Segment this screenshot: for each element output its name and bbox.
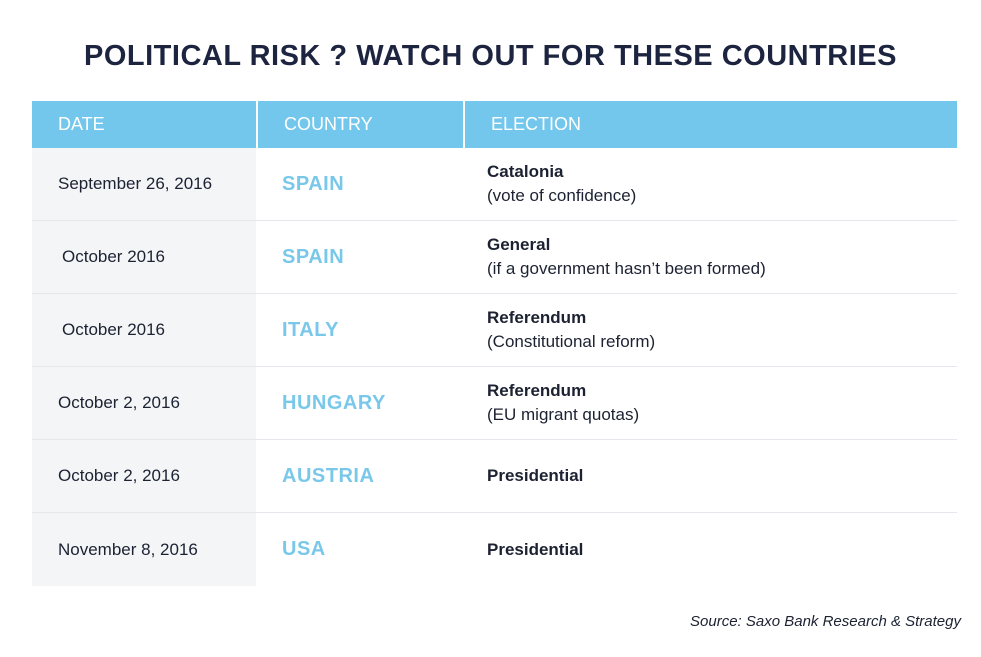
country-cell: USA bbox=[282, 538, 326, 560]
country-cell: HUNGARY bbox=[282, 391, 386, 414]
source-note: Source: Saxo Bank Research & Strategy bbox=[690, 613, 961, 630]
election-type: Referendum bbox=[487, 308, 587, 327]
table-header: DATE COUNTRY ELECTION bbox=[32, 101, 957, 148]
election-type: Referendum bbox=[487, 381, 587, 400]
election-detail: (Constitutional reform) bbox=[487, 332, 656, 351]
election-cell: General (if a government hasn’t been for… bbox=[463, 221, 957, 293]
table-row: October 2, 2016 AUSTRIA Presidential bbox=[32, 440, 957, 513]
table-row: September 26, 2016 SPAIN Catalonia (vote… bbox=[32, 148, 957, 221]
page-title: POLITICAL RISK ? WATCH OUT FOR THESE COU… bbox=[84, 40, 897, 72]
date-cell: October 2, 2016 bbox=[32, 367, 256, 439]
country-cell: AUSTRIA bbox=[282, 464, 375, 487]
election-cell: Presidential bbox=[463, 440, 957, 512]
election-type: Presidential bbox=[487, 466, 584, 485]
country-cell: ITALY bbox=[282, 318, 339, 341]
election-type: Presidential bbox=[487, 539, 584, 559]
election-cell: Catalonia (vote of confidence) bbox=[463, 148, 957, 220]
election-cell: Referendum (EU migrant quotas) bbox=[463, 367, 957, 439]
table-row: October 2016 SPAIN General (if a governm… bbox=[32, 221, 957, 294]
date-cell: September 26, 2016 bbox=[32, 148, 256, 220]
country-cell: SPAIN bbox=[282, 245, 345, 268]
elections-table: DATE COUNTRY ELECTION September 26, 2016… bbox=[32, 101, 957, 586]
table-row: November 8, 2016 USA Presidential bbox=[32, 513, 957, 586]
table-row: October 2, 2016 HUNGARY Referendum (EU m… bbox=[32, 367, 957, 440]
header-election: ELECTION bbox=[463, 101, 957, 148]
election-detail: (if a government hasn’t been formed) bbox=[487, 259, 766, 278]
election-type: Catalonia bbox=[487, 162, 564, 181]
header-date: DATE bbox=[58, 114, 105, 134]
country-cell: SPAIN bbox=[282, 172, 345, 195]
table-row: October 2016 ITALY Referendum (Constitut… bbox=[32, 294, 957, 367]
date-cell: October 2, 2016 bbox=[32, 440, 256, 512]
header-country: COUNTRY bbox=[256, 101, 463, 148]
election-detail: (vote of confidence) bbox=[487, 186, 637, 205]
date-cell: November 8, 2016 bbox=[32, 513, 256, 586]
election-detail: (EU migrant quotas) bbox=[487, 405, 640, 424]
election-cell: Presidential bbox=[463, 513, 957, 586]
date-cell: October 2016 bbox=[32, 221, 256, 293]
date-cell: October 2016 bbox=[32, 294, 256, 366]
election-cell: Referendum (Constitutional reform) bbox=[463, 294, 957, 366]
election-type: General bbox=[487, 235, 551, 254]
